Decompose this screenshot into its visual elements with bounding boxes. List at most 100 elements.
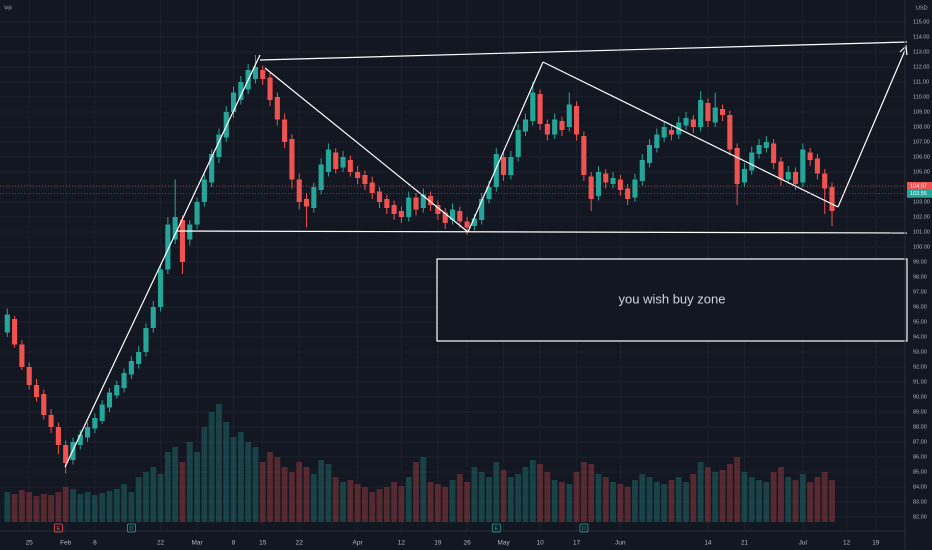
candle-body — [712, 107, 718, 123]
volume-bar — [602, 477, 609, 522]
candle-body — [479, 199, 485, 220]
x-tick-label: 19 — [872, 540, 880, 547]
volume-bar — [588, 464, 595, 522]
x-tick-label: 26 — [463, 540, 471, 547]
x-tick-label: 25 — [26, 540, 34, 547]
candle-body — [260, 70, 266, 79]
volume-bar — [11, 494, 18, 522]
candle-body — [172, 217, 178, 240]
x-tick-label: May — [497, 540, 510, 547]
y-tick-label: 97.00 — [913, 289, 927, 295]
y-tick-label: 92.00 — [913, 364, 927, 370]
y-tick-label: 103.00 — [913, 199, 930, 205]
event-label: E — [57, 526, 61, 532]
volume-bar — [318, 460, 325, 522]
volume-bar — [500, 470, 507, 522]
y-tick-label: 94.00 — [913, 334, 927, 340]
candle-body — [355, 172, 361, 178]
price-label-box — [907, 189, 932, 198]
candle-body — [428, 196, 434, 205]
y-tick-label: 85.00 — [913, 469, 927, 475]
currency: USD — [916, 5, 928, 11]
volume-bar — [413, 462, 419, 522]
candle-body — [690, 119, 696, 127]
volume-bar — [580, 462, 587, 522]
y-tick-label: 96.00 — [913, 304, 927, 310]
candle-body — [442, 212, 448, 223]
y-tick-label: 83.00 — [913, 499, 927, 505]
candle-body — [369, 182, 375, 193]
candle-body — [289, 139, 295, 180]
x-tick-label: 8 — [93, 540, 97, 547]
volume-bar — [624, 487, 631, 522]
candle-body — [617, 179, 623, 190]
candle-body — [778, 161, 784, 180]
y-tick-label: 101.00 — [913, 229, 930, 235]
y-tick-label: 106.00 — [913, 154, 930, 160]
volume-bar — [683, 482, 689, 522]
volume-bar — [734, 457, 741, 522]
volume-bar — [237, 432, 244, 522]
candle-body — [406, 197, 412, 217]
volume-bar — [267, 452, 273, 522]
candle-body — [449, 209, 456, 220]
volume-bar — [340, 482, 346, 522]
price-label-box — [907, 181, 932, 190]
candle-body — [457, 211, 463, 222]
candle-body — [121, 373, 127, 388]
x-tick-label: Jul — [799, 540, 808, 547]
candle-body — [800, 149, 806, 183]
annotation: you wish buy zone — [619, 291, 726, 306]
volume-bar — [515, 474, 522, 522]
candle-body — [668, 130, 675, 135]
candle-body — [325, 149, 331, 172]
candle-body — [340, 157, 346, 168]
candle-body — [698, 100, 704, 127]
candle-body — [574, 106, 580, 135]
price-label: 103.55 — [910, 191, 927, 197]
volume-bar — [150, 467, 157, 522]
volume-bar — [376, 489, 383, 522]
trend-line — [264, 67, 469, 233]
candle-body — [165, 224, 171, 270]
volume-bar — [113, 489, 120, 522]
candle-body — [223, 112, 229, 138]
candle-body — [501, 157, 507, 175]
volume-bar — [719, 470, 726, 522]
y-tick-label: 82.00 — [913, 514, 927, 520]
candle-body — [179, 220, 186, 262]
candle-body — [92, 418, 98, 429]
candle-body — [559, 121, 565, 130]
volume-bar — [821, 472, 828, 522]
volume-bar — [690, 474, 697, 522]
event-icon — [579, 523, 589, 533]
volume-bar — [551, 480, 558, 522]
projection-line — [837, 47, 907, 208]
x-tick-label: Feb — [60, 540, 72, 547]
volume-bar — [77, 494, 84, 522]
y-tick-label: 89.00 — [913, 409, 927, 415]
volume-bar — [661, 484, 668, 522]
volume-bar — [216, 404, 222, 522]
volume-bar — [420, 457, 427, 522]
y-tick-label: 108.00 — [913, 124, 930, 130]
event-icon — [53, 523, 63, 533]
candle-body — [566, 104, 572, 127]
volume-bar — [18, 490, 25, 522]
volume-bar — [493, 462, 500, 522]
y-tick-label: 90.00 — [913, 394, 927, 400]
candle-body — [785, 172, 791, 180]
volume-bar — [362, 487, 368, 522]
candle-body — [654, 134, 660, 148]
volume-bar — [814, 477, 821, 522]
volume-bar — [522, 467, 529, 522]
x-tick-label: Jun — [615, 540, 626, 547]
volume-bar — [537, 464, 543, 522]
event-label: D — [129, 526, 133, 532]
volume-bar — [456, 474, 463, 522]
candle-body — [493, 154, 499, 187]
volume-bar — [354, 484, 361, 522]
candle-body — [639, 160, 645, 181]
candle-body — [398, 211, 404, 217]
